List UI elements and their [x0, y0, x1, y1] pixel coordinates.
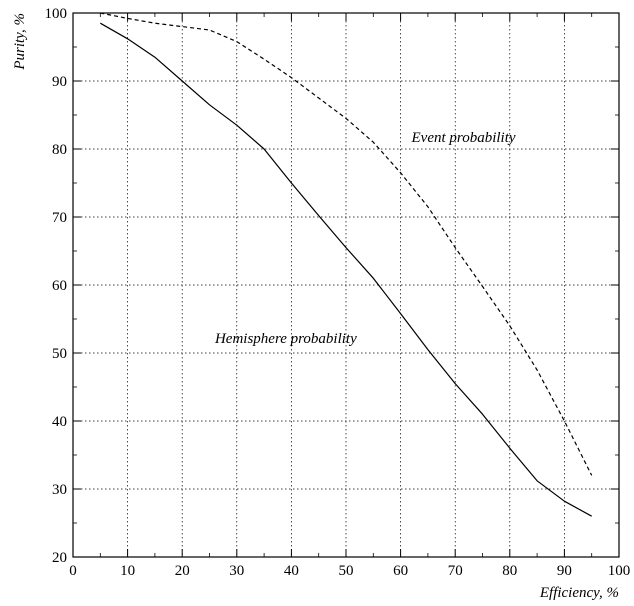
x-tick-label: 80 [502, 563, 517, 579]
x-axis-title: Efficiency, % [539, 585, 619, 601]
y-tick-label: 90 [52, 74, 67, 90]
x-tick-label: 0 [69, 563, 77, 579]
annotation-event-probability: Event probability [411, 130, 516, 146]
x-tick-label: 20 [175, 563, 190, 579]
y-tick-label: 30 [52, 482, 67, 498]
ticks [72, 12, 620, 558]
series-line-hemisphere-probability [100, 22, 592, 517]
y-tick-label: 80 [52, 142, 67, 158]
series-line-event-probability [100, 12, 593, 476]
y-tick-label: 40 [52, 414, 67, 430]
grid [73, 13, 619, 557]
x-tick-label: 70 [448, 563, 463, 579]
y-tick-label: 70 [52, 210, 67, 226]
y-tick-label: 50 [52, 346, 67, 362]
annotation-hemisphere-probability: Hemisphere probability [214, 331, 357, 347]
x-tick-label: 50 [339, 563, 354, 579]
series-layer [100, 12, 593, 517]
y-tick-label: 20 [52, 550, 67, 566]
y-tick-label: 60 [52, 278, 67, 294]
x-tick-label: 30 [229, 563, 244, 579]
y-tick-label: 100 [45, 6, 68, 22]
x-tick-label: 60 [393, 563, 408, 579]
x-tick-label: 90 [557, 563, 572, 579]
tick-labels: 0 10 20 30 40 50 60 70 80 90 100 20 30 40 50 60 70 80 90 10… [45, 6, 631, 579]
x-tick-label: 40 [284, 563, 299, 579]
x-tick-label: 10 [120, 563, 135, 579]
x-tick-label: 100 [608, 563, 631, 579]
y-axis-title: Purity, % [12, 13, 28, 71]
